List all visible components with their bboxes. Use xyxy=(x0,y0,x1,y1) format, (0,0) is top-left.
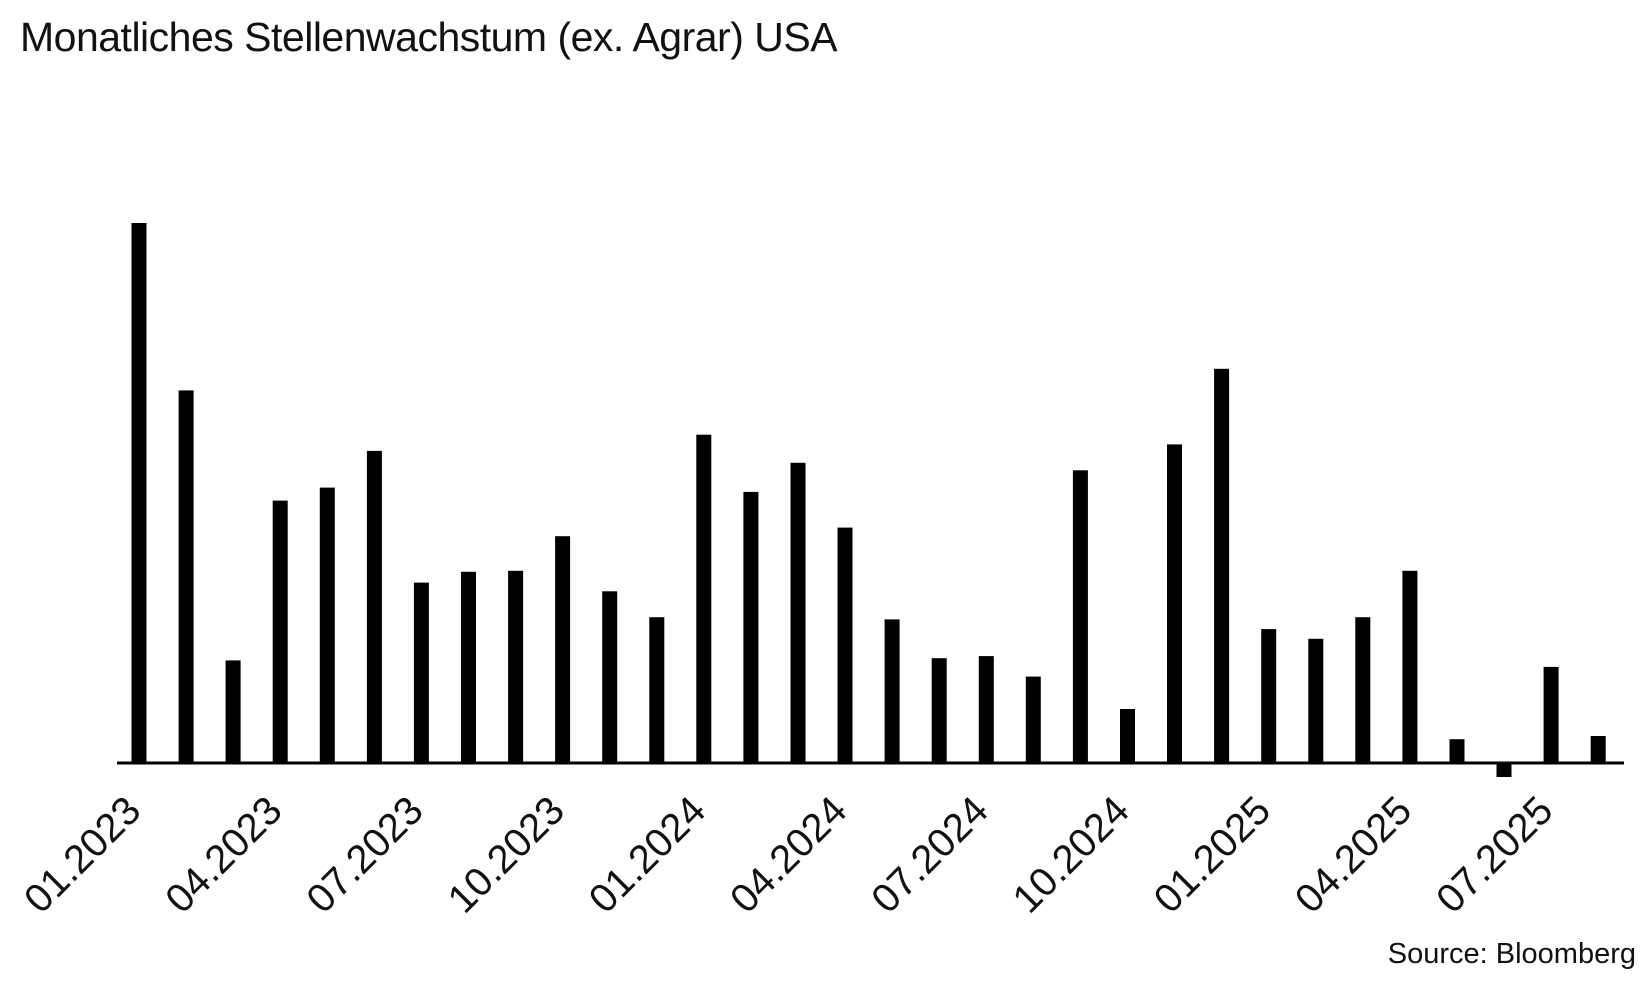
bar-05.2024 xyxy=(884,619,900,763)
bar-05.2023 xyxy=(319,487,335,763)
bar-02.2024 xyxy=(743,491,759,763)
bar-04.2025 xyxy=(1402,570,1418,763)
bar-07.2024 xyxy=(978,656,994,763)
x-tick-label: 07.2024 xyxy=(863,788,996,921)
bar-01.2024 xyxy=(696,434,712,763)
bar-05.2025 xyxy=(1449,739,1465,763)
bar-10.2024 xyxy=(1120,709,1135,763)
x-tick-label: 10.2024 xyxy=(1005,788,1138,921)
bar-07.2025 xyxy=(1543,666,1559,763)
bar-04.2023 xyxy=(272,500,288,763)
bar-03.2024 xyxy=(790,462,806,763)
bars-layer xyxy=(131,223,1606,777)
bar-11.2023 xyxy=(602,591,618,763)
x-tick-label: 04.2025 xyxy=(1287,788,1420,921)
bar-09.2023 xyxy=(508,570,524,763)
bar-02.2023 xyxy=(178,390,194,763)
bar-04.2024 xyxy=(837,527,853,763)
source-note: Source: Bloomberg xyxy=(1387,938,1636,970)
bar-10.2023 xyxy=(555,536,571,763)
x-tick-label: 01.2024 xyxy=(581,788,714,921)
bar-03.2025 xyxy=(1355,617,1371,763)
x-tick-labels: 01.2023 04.2023 07.2023 10.2023 01.2024 04.20… xyxy=(16,788,1561,921)
bar-02.2025 xyxy=(1308,638,1324,763)
bar-07.2023 xyxy=(413,582,429,763)
x-tick-label: 01.2025 xyxy=(1146,788,1279,921)
x-tick-label: 10.2023 xyxy=(440,788,573,921)
bar-06.2025 xyxy=(1496,763,1512,777)
bar-03.2023 xyxy=(225,660,241,763)
x-tick-label: 01.2023 xyxy=(16,788,149,921)
x-tick-label: 07.2025 xyxy=(1428,788,1561,921)
bar-11.2024 xyxy=(1167,444,1182,763)
bar-08.2024 xyxy=(1025,676,1041,763)
bar-06.2024 xyxy=(931,658,947,763)
bar-08.2023 xyxy=(461,571,476,763)
bar-01.2025 xyxy=(1261,629,1277,763)
x-tick-label: 07.2023 xyxy=(298,788,431,921)
x-tick-label: 04.2023 xyxy=(157,788,290,921)
chart-title: Monatliches Stellenwachstum (ex. Agrar) … xyxy=(20,14,838,60)
x-tick-label: 04.2024 xyxy=(722,788,855,921)
bar-01.2023 xyxy=(131,223,147,763)
bar-09.2024 xyxy=(1072,470,1088,763)
bar-08.2025 xyxy=(1590,736,1606,763)
bar-12.2023 xyxy=(649,617,665,763)
bar-06.2023 xyxy=(366,450,382,763)
bar-12.2024 xyxy=(1214,368,1230,763)
